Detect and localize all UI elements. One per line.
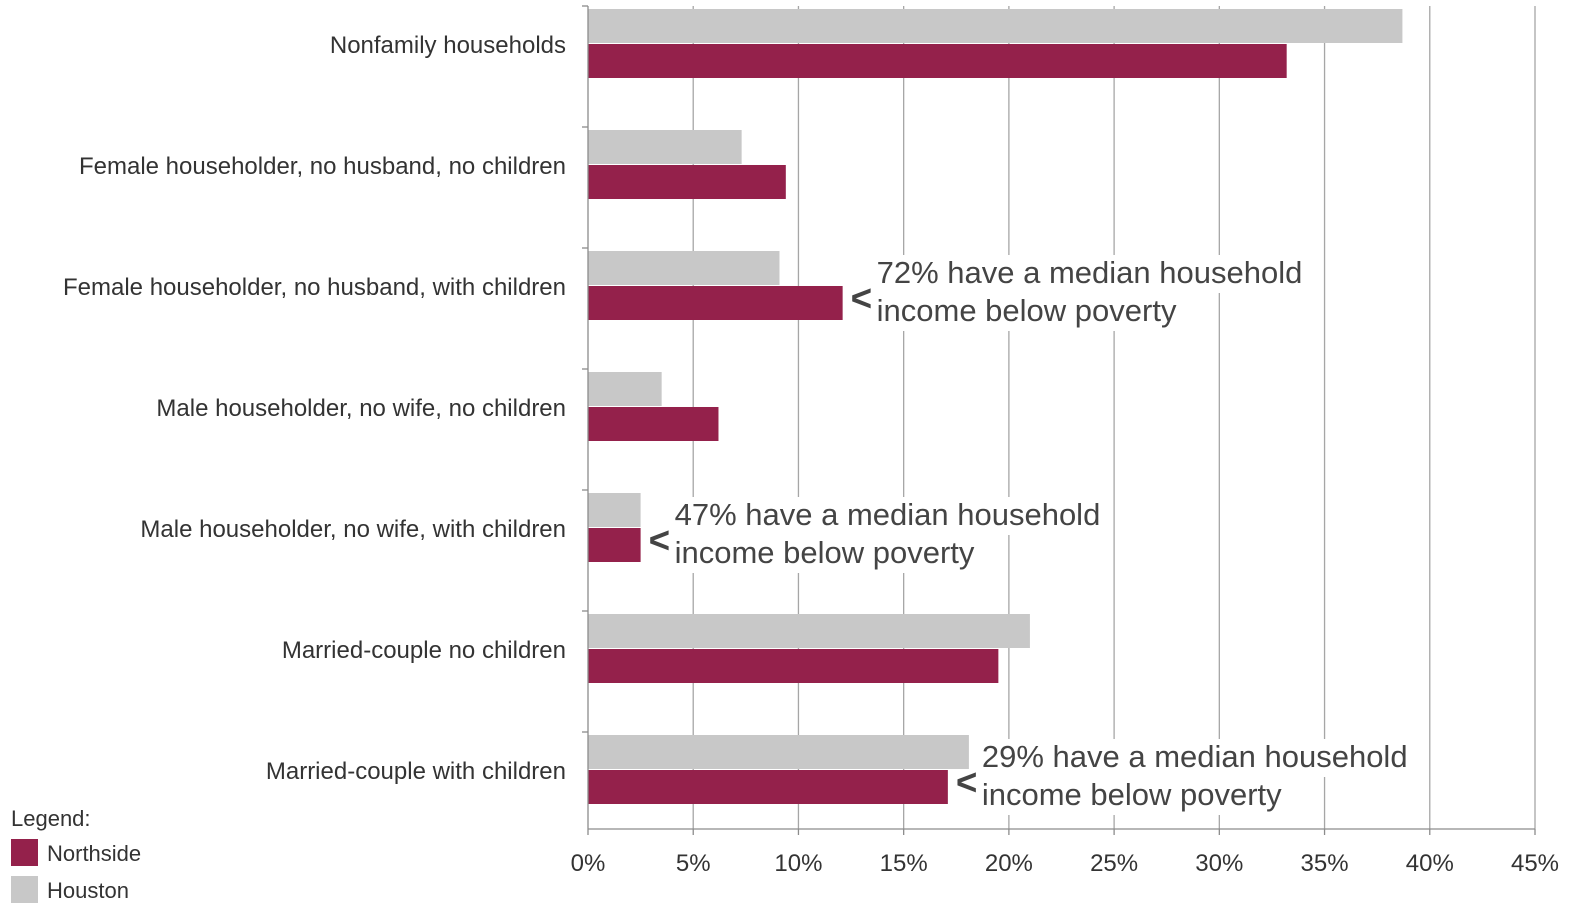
x-tick-label: 35% xyxy=(1301,850,1349,877)
bar-houston xyxy=(588,9,1403,43)
bar-houston xyxy=(588,130,742,164)
bar-northside xyxy=(588,44,1287,78)
annotation-background xyxy=(975,777,1298,815)
x-tick-label: 25% xyxy=(1090,850,1138,877)
bars xyxy=(588,9,1403,804)
legend-swatch xyxy=(11,839,38,866)
x-tick-label: 5% xyxy=(676,850,711,877)
annotation-background xyxy=(668,497,1100,535)
annotation-arrow: < xyxy=(649,520,671,562)
x-tick-label: 10% xyxy=(774,850,822,877)
x-tick-label: 20% xyxy=(985,850,1033,877)
category-label: Female householder, no husband, no child… xyxy=(79,153,566,180)
annotation-text: 29% have a median household xyxy=(982,739,1408,774)
axes xyxy=(582,5,1536,835)
category-label: Male householder, no wife, with children xyxy=(140,516,566,543)
category-labels: Nonfamily households Female householder, … xyxy=(63,32,566,785)
category-label: Married-couple no children xyxy=(282,637,566,664)
annotation-background xyxy=(668,535,991,573)
category-label: Male householder, no wife, no children xyxy=(156,395,566,422)
bar-northside xyxy=(588,649,999,683)
annotation-background xyxy=(870,293,1193,331)
legend-title: Legend: xyxy=(11,806,91,831)
annotation-text: income below poverty xyxy=(877,293,1177,328)
bar-northside xyxy=(588,407,719,441)
bar-northside xyxy=(588,770,948,804)
bar-houston xyxy=(588,372,662,406)
x-tick-label: 30% xyxy=(1195,850,1243,877)
bar-houston xyxy=(588,251,780,285)
x-tick-label: 40% xyxy=(1406,850,1454,877)
annotation-text: income below poverty xyxy=(675,535,975,570)
annotation-arrow: < xyxy=(851,278,873,320)
annotation-text: 47% have a median household xyxy=(675,497,1101,532)
legend-label: Houston xyxy=(47,878,129,903)
category-label: Female householder, no husband, with chi… xyxy=(63,274,566,301)
x-tick-label: 0% xyxy=(571,850,606,877)
bar-northside xyxy=(588,286,843,320)
annotation-background xyxy=(975,739,1407,777)
bar-northside xyxy=(588,165,786,199)
legend: Legend: Northside Houston xyxy=(11,806,141,903)
bar-northside xyxy=(588,528,641,562)
gridlines xyxy=(692,6,1536,829)
category-label: Married-couple with children xyxy=(266,758,566,785)
bar-houston xyxy=(588,493,641,527)
x-tick-labels: 0% 5% 10% 15% 20% 25% 30% 35% 40% 45% xyxy=(571,850,1559,877)
annotation-text: 72% have a median household xyxy=(877,255,1303,290)
x-tick-label: 45% xyxy=(1511,850,1559,877)
annotation-arrow: < xyxy=(956,762,978,804)
annotation-background xyxy=(870,255,1302,293)
annotation-text: income below poverty xyxy=(982,777,1282,812)
legend-swatch xyxy=(11,876,38,903)
bar-houston xyxy=(588,614,1030,648)
category-label: Nonfamily households xyxy=(330,32,566,59)
x-tick-label: 15% xyxy=(880,850,928,877)
bar-houston xyxy=(588,735,969,769)
legend-label: Northside xyxy=(47,841,141,866)
